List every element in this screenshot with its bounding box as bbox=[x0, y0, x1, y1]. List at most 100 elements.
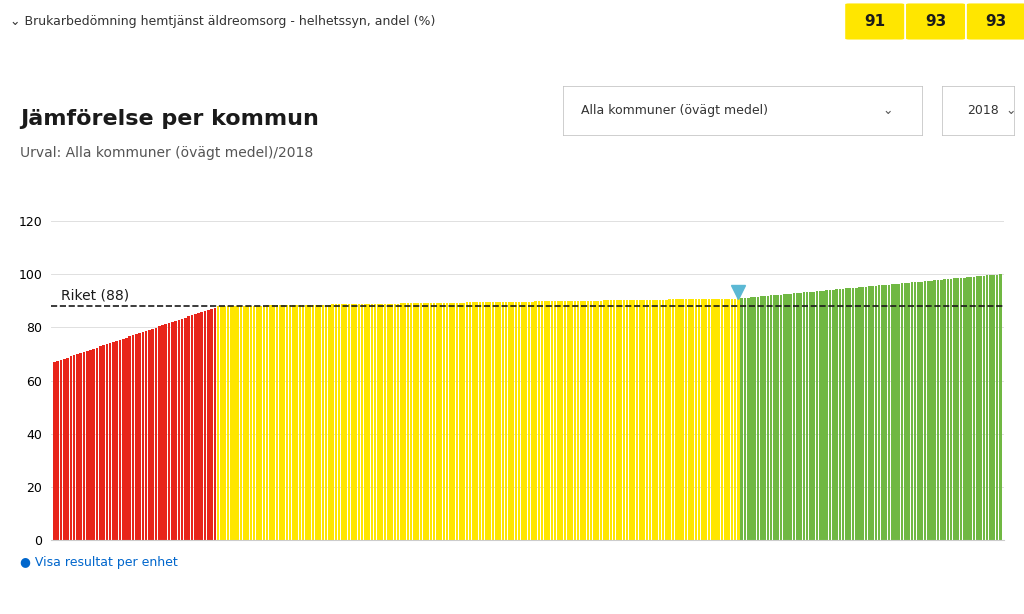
Bar bbox=[488, 302, 492, 540]
Bar bbox=[275, 305, 279, 540]
Bar bbox=[426, 303, 429, 540]
Bar bbox=[201, 312, 203, 540]
Bar bbox=[423, 303, 426, 540]
Bar bbox=[286, 305, 288, 540]
Bar bbox=[256, 306, 259, 540]
Bar bbox=[502, 302, 504, 540]
Bar bbox=[730, 298, 733, 540]
Bar bbox=[885, 285, 887, 540]
Bar bbox=[377, 304, 380, 540]
Bar bbox=[410, 303, 413, 540]
Bar bbox=[325, 305, 328, 540]
Bar bbox=[881, 285, 884, 540]
Bar bbox=[743, 298, 746, 540]
Bar bbox=[272, 305, 275, 540]
Bar bbox=[956, 278, 959, 540]
Bar bbox=[56, 361, 59, 540]
Bar bbox=[636, 300, 638, 540]
Bar bbox=[918, 282, 920, 540]
Bar bbox=[629, 300, 632, 540]
Bar bbox=[348, 305, 350, 540]
Bar bbox=[538, 301, 540, 540]
Bar bbox=[979, 276, 982, 540]
Text: ⌄: ⌄ bbox=[883, 104, 893, 117]
Bar bbox=[152, 328, 154, 540]
Text: ⌄ Brukarbedömning hemtjänst äldreomsorg - helhetssyn, andel (%): ⌄ Brukarbedömning hemtjänst äldreomsorg … bbox=[10, 15, 435, 28]
Text: Riket (88): Riket (88) bbox=[61, 288, 129, 302]
Bar bbox=[262, 306, 265, 540]
Text: Alla kommuner (övägt medel): Alla kommuner (övägt medel) bbox=[582, 104, 768, 117]
Bar bbox=[669, 300, 671, 540]
Bar bbox=[279, 305, 282, 540]
Bar bbox=[989, 275, 991, 540]
Bar bbox=[767, 296, 769, 540]
Bar bbox=[603, 300, 605, 540]
Bar bbox=[420, 303, 422, 540]
Bar bbox=[253, 306, 255, 540]
Bar bbox=[970, 277, 972, 540]
Bar bbox=[573, 301, 577, 540]
Bar bbox=[907, 282, 910, 540]
Bar bbox=[786, 294, 788, 540]
Bar bbox=[833, 290, 835, 540]
FancyBboxPatch shape bbox=[845, 4, 904, 39]
Bar bbox=[344, 305, 347, 540]
Bar bbox=[995, 274, 998, 540]
Bar bbox=[67, 357, 69, 540]
Bar bbox=[921, 282, 923, 540]
Bar bbox=[616, 300, 618, 540]
Bar bbox=[246, 306, 249, 540]
Bar bbox=[92, 349, 95, 540]
Bar bbox=[518, 301, 520, 540]
Bar bbox=[308, 305, 311, 540]
Bar bbox=[102, 345, 104, 540]
Bar bbox=[450, 303, 452, 540]
Bar bbox=[711, 299, 714, 540]
Bar bbox=[849, 288, 851, 540]
Bar bbox=[341, 305, 344, 540]
Bar bbox=[672, 300, 674, 540]
Bar bbox=[466, 303, 468, 540]
Bar bbox=[485, 302, 487, 540]
Bar bbox=[685, 299, 687, 540]
Bar bbox=[806, 292, 809, 540]
Bar bbox=[459, 303, 462, 540]
Bar bbox=[541, 301, 544, 540]
Bar bbox=[819, 291, 821, 540]
Bar bbox=[913, 282, 916, 540]
Bar bbox=[220, 306, 222, 540]
Bar bbox=[609, 300, 612, 540]
Bar bbox=[825, 290, 828, 540]
Bar bbox=[472, 303, 475, 540]
Bar bbox=[524, 301, 527, 540]
Bar bbox=[694, 299, 697, 540]
Bar bbox=[368, 304, 370, 540]
Bar bbox=[967, 278, 969, 540]
Bar bbox=[973, 277, 976, 540]
Bar bbox=[177, 320, 180, 540]
Bar bbox=[338, 305, 341, 540]
Bar bbox=[259, 306, 262, 540]
Bar bbox=[567, 301, 569, 540]
Bar bbox=[335, 305, 337, 540]
Bar bbox=[930, 281, 933, 540]
Bar bbox=[531, 301, 534, 540]
Bar bbox=[698, 299, 700, 540]
Bar bbox=[963, 278, 966, 540]
Bar bbox=[927, 281, 930, 540]
Bar bbox=[83, 352, 85, 540]
Bar bbox=[675, 300, 678, 540]
Bar bbox=[73, 356, 76, 540]
Bar bbox=[374, 304, 377, 540]
Bar bbox=[63, 359, 66, 540]
Bar bbox=[478, 302, 481, 540]
Bar bbox=[371, 304, 373, 540]
Bar bbox=[243, 306, 246, 540]
Bar bbox=[119, 340, 121, 540]
Bar bbox=[462, 303, 465, 540]
Bar bbox=[718, 299, 720, 540]
Bar bbox=[547, 301, 550, 540]
Bar bbox=[776, 295, 779, 540]
Bar bbox=[652, 300, 654, 540]
Bar bbox=[89, 350, 92, 540]
